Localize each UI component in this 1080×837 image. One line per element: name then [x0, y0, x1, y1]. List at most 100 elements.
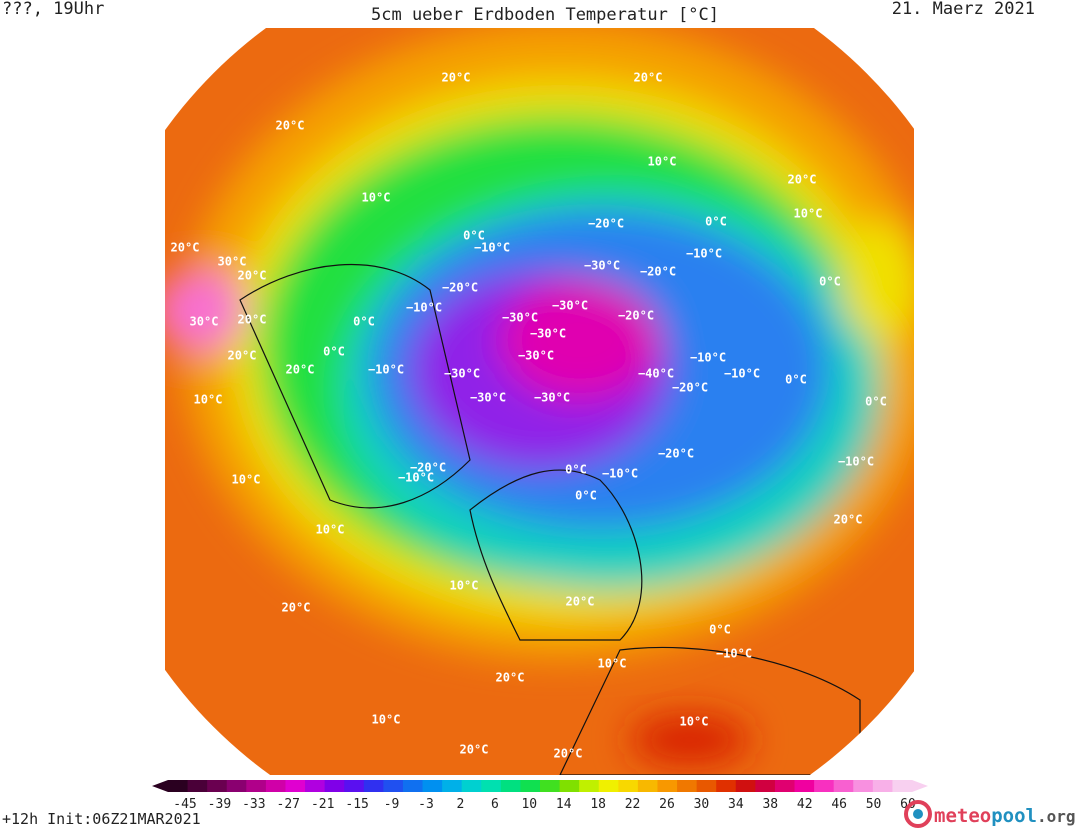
colorbar-segment	[305, 780, 326, 792]
contour-label: 10°C	[372, 713, 401, 727]
contour-label: 20°C	[442, 71, 471, 85]
colorbar-segment	[579, 780, 600, 792]
contour-label: 10°C	[450, 579, 479, 593]
contour-label: 10°C	[362, 191, 391, 205]
colorbar-segment	[618, 780, 639, 792]
contour-label: −20°C	[410, 461, 446, 475]
colorbar-tick-label: -39	[208, 797, 231, 812]
colorbar-segment	[892, 780, 913, 792]
contour-label: −20°C	[658, 447, 694, 461]
contour-label: 0°C	[865, 395, 887, 409]
colorbar-tick-label: -15	[345, 797, 368, 812]
colorbar-tick-label: -9	[384, 797, 400, 812]
colorbar-arrow-left	[152, 780, 168, 792]
colorbar-tick-label: 42	[797, 797, 813, 812]
colorbar-tick-label: 18	[590, 797, 606, 812]
colorbar-segment	[735, 780, 756, 792]
contour-label: −20°C	[618, 309, 654, 323]
colorbar-segment	[265, 780, 286, 792]
contour-label: −30°C	[444, 367, 480, 381]
colorbar-tick-label: 6	[491, 797, 499, 812]
colorbar-segment	[481, 780, 502, 792]
colorbar-segment	[442, 780, 463, 792]
colorbar-tick-label: -27	[277, 797, 300, 812]
contour-label: 20°C	[566, 595, 595, 609]
contour-label: 20°C	[238, 269, 267, 283]
contour-label: 10°C	[194, 393, 223, 407]
colorbar-segment	[559, 780, 580, 792]
colorbar-segment	[814, 780, 835, 792]
contour-label: −10°C	[368, 363, 404, 377]
contour-label: 0°C	[705, 215, 727, 229]
colorbar-tick-label: -3	[418, 797, 434, 812]
contour-label: 0°C	[353, 315, 375, 329]
colorbar-segment	[716, 780, 737, 792]
contour-label: −30°C	[534, 391, 570, 405]
colorbar-segment	[246, 780, 267, 792]
contour-label: −10°C	[716, 647, 752, 661]
contour-label: 10°C	[794, 207, 823, 221]
colorbar-tick-label: 46	[831, 797, 847, 812]
title: 5cm ueber Erdboden Temperatur [°C]	[371, 5, 719, 25]
contour-label: 0°C	[565, 463, 587, 477]
contour-label: −20°C	[442, 281, 478, 295]
contour-label: −30°C	[584, 259, 620, 273]
colorbar-tick-label: 2	[457, 797, 465, 812]
colorbar-segment	[637, 780, 658, 792]
logo-icon	[904, 800, 932, 828]
contour-label: 10°C	[648, 155, 677, 169]
colorbar-tick-label: -21	[311, 797, 334, 812]
run-time: ???, 19Uhr	[2, 0, 104, 19]
colorbar-tick-label: 10	[521, 797, 537, 812]
colorbar-tick-label: -33	[242, 797, 265, 812]
colorbar-arrow-right	[912, 780, 928, 792]
colorbar-segment	[853, 780, 874, 792]
contour-label: 0°C	[709, 623, 731, 637]
contour-label: 0°C	[463, 229, 485, 243]
contour-label: 20°C	[276, 119, 305, 133]
colorbar-segment	[285, 780, 306, 792]
colorbar-segment	[833, 780, 854, 792]
logo-text: meteopool.org	[934, 805, 1076, 827]
contour-label: −20°C	[588, 217, 624, 231]
contour-label: −30°C	[502, 311, 538, 325]
contour-label: 10°C	[232, 473, 261, 487]
contour-label: 20°C	[460, 743, 489, 757]
contour-label: −10°C	[474, 241, 510, 255]
contour-label: 0°C	[323, 345, 345, 359]
colorbar-segment	[461, 780, 482, 792]
colorbar-tick-label: 22	[625, 797, 641, 812]
date: 21. Maerz 2021	[892, 0, 1035, 19]
colorbar-segment	[677, 780, 698, 792]
contour-label: 0°C	[785, 373, 807, 387]
colorbar-segment	[598, 780, 619, 792]
contour-label: −10°C	[398, 471, 434, 485]
contour-label: −10°C	[838, 455, 874, 469]
contour-label: −20°C	[640, 265, 676, 279]
contour-label: −10°C	[724, 367, 760, 381]
colorbar-segment	[422, 780, 443, 792]
colorbar-segment	[187, 780, 208, 792]
colorbar-segment	[383, 780, 404, 792]
contour-label: −30°C	[470, 391, 506, 405]
contour-label: 0°C	[819, 275, 841, 289]
contour-label: 20°C	[554, 747, 583, 761]
init-info: +12h Init:06Z21MAR2021	[2, 810, 201, 828]
contour-label: 10°C	[316, 523, 345, 537]
colorbar-segment	[363, 780, 384, 792]
contour-label: 20°C	[171, 241, 200, 255]
colorbar-segment	[344, 780, 365, 792]
contour-label: 20°C	[228, 349, 257, 363]
contour-label: −10°C	[690, 351, 726, 365]
colorbar-segment	[207, 780, 228, 792]
colorbar-segment	[226, 780, 247, 792]
contour-label: 30°C	[190, 315, 219, 329]
colorbar-segment	[540, 780, 561, 792]
logo-dot	[913, 809, 923, 819]
colorbar-tick-label: 30	[694, 797, 710, 812]
colorbar-tick-label: 34	[728, 797, 744, 812]
contour-label: 20°C	[834, 513, 863, 527]
contour-label: −30°C	[552, 299, 588, 313]
